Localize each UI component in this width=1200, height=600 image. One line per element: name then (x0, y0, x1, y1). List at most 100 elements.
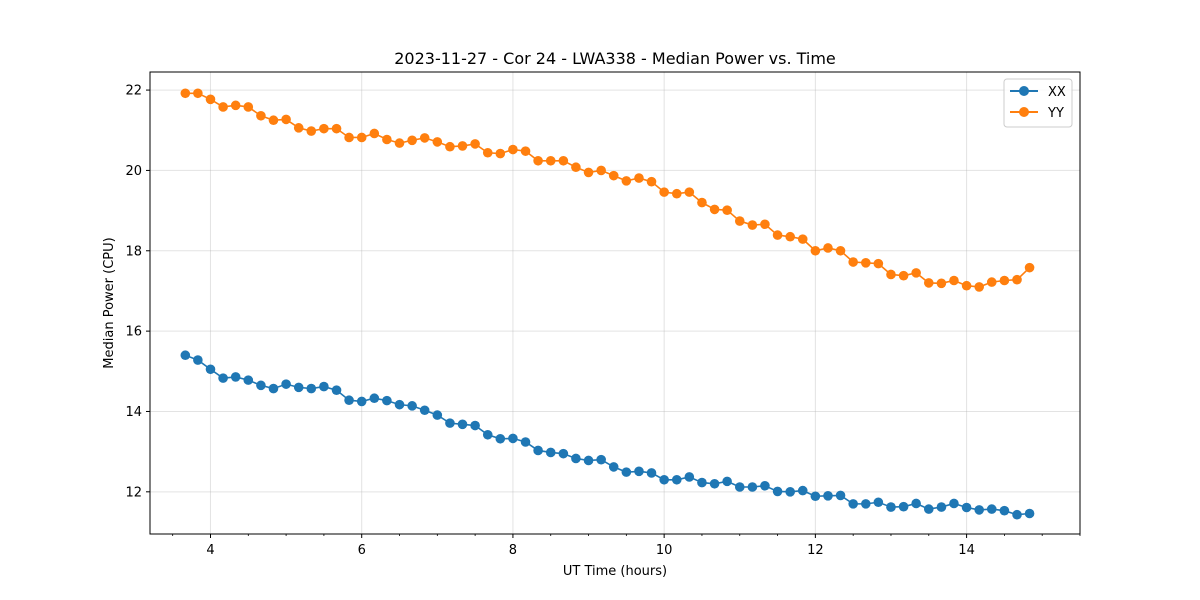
axes-frame (149, 71, 1081, 535)
series-yy-point (671, 188, 682, 199)
x-tick-label: 4 (206, 543, 214, 558)
series-xx-point (571, 453, 581, 464)
series-yy-point (243, 102, 254, 112)
series-xx-point (256, 380, 266, 391)
legend: XX YY (1003, 78, 1073, 128)
series-yy-point (747, 220, 758, 230)
series-xx-point (520, 437, 531, 447)
series-xx-point (1012, 509, 1022, 520)
legend-entry-yy: YY (1010, 106, 1064, 121)
series-xx-point (382, 395, 392, 406)
series-xx-point (457, 419, 468, 430)
series-yy-point (621, 176, 632, 186)
series-xx-point (1024, 508, 1035, 519)
y-tick-label: 20 (125, 164, 142, 179)
series-xx-point (898, 501, 909, 512)
series-xx-point (243, 375, 254, 385)
series-yy-point (319, 123, 329, 134)
series-yy-point (697, 197, 707, 208)
series-yy-point (520, 146, 531, 156)
legend-yy-label: YY (1047, 106, 1064, 121)
series-xx-point (873, 497, 884, 508)
series-yy-point (218, 102, 228, 112)
series-yy-point (495, 148, 506, 159)
series-yy-point (508, 144, 518, 155)
series-yy-point (923, 278, 934, 288)
series-xx-point (356, 396, 367, 407)
series-xx-point (369, 393, 380, 404)
x-tick-label: 12 (807, 543, 824, 558)
series-xx-point (596, 454, 606, 465)
series-yy-point (558, 155, 569, 166)
series-yy-point (898, 270, 909, 281)
x-tick-label: 8 (509, 543, 517, 558)
series-xx-point (671, 474, 682, 485)
series-yy-point (482, 147, 493, 158)
series-yy-point (306, 126, 317, 136)
series-xx-point (697, 477, 707, 488)
series-xx-point (634, 466, 644, 477)
series-yy-point (684, 187, 695, 197)
x-axis-label: UT Time (hours) (563, 564, 667, 579)
y-tick-label: 14 (125, 405, 142, 420)
series-yy-point (961, 280, 972, 291)
series-xx-point (306, 383, 317, 394)
series-yy-point (180, 88, 191, 99)
series-yy-point (571, 162, 581, 173)
series-xx-point (734, 482, 745, 492)
series-yy-point (256, 110, 266, 121)
series-yy-point (722, 205, 732, 215)
series-xx-point (646, 468, 657, 478)
series-yy (180, 88, 1035, 292)
series-xx-point (659, 474, 669, 485)
chart-title: 2023-11-27 - Cor 24 - LWA338 - Median Po… (394, 49, 836, 68)
series-yy-point (936, 278, 947, 289)
series-yy-point (369, 128, 380, 139)
series-xx-point (583, 455, 594, 466)
series-yy-point (268, 115, 279, 126)
series-yy-point (457, 141, 468, 151)
series-yy-point (545, 155, 556, 166)
series-xx-point (974, 505, 985, 515)
series-xx-point (205, 364, 216, 375)
x-axis-ticks: 4 6 8 10 12 14 (172, 534, 1081, 558)
series-yy-point (470, 139, 480, 149)
series-yy-point (331, 123, 342, 134)
series-xx-point (608, 462, 619, 472)
series-xx-point (848, 499, 858, 509)
series-xx-point (407, 401, 417, 411)
series-xx-point (621, 467, 632, 477)
legend-xx-marker (1019, 86, 1029, 96)
x-tick-label: 14 (958, 543, 975, 558)
series-yy-point (999, 275, 1010, 286)
series-xx-point (949, 498, 959, 509)
series-xx-point (810, 491, 821, 502)
series-xx-point (709, 478, 720, 489)
series-xx-point (785, 487, 795, 497)
series-yy-point (1024, 262, 1035, 273)
series-xx-point (936, 502, 947, 512)
series-xx-point (281, 379, 291, 389)
series-yy-point (659, 187, 669, 197)
series-xx-point (772, 486, 783, 497)
series-yy-point (709, 204, 720, 215)
series-yy-point (886, 269, 896, 280)
series-xx-point (797, 485, 808, 496)
x-tick-label: 6 (358, 543, 366, 558)
series-xx-point (432, 410, 443, 420)
series-yy-point (432, 137, 443, 147)
series-xx-point (419, 405, 430, 416)
series-yy-point (873, 258, 884, 269)
series-yy-point (583, 167, 594, 178)
series-xx-point (482, 429, 493, 440)
series-yy-point (281, 114, 291, 125)
series-xx-point (861, 499, 871, 509)
series-yy-point (772, 230, 783, 240)
series-xx (180, 350, 1035, 520)
series-xx-point (558, 448, 569, 459)
series-yy-point (1012, 274, 1022, 285)
series-yy-point (810, 245, 821, 256)
series-yy-point (382, 134, 392, 145)
